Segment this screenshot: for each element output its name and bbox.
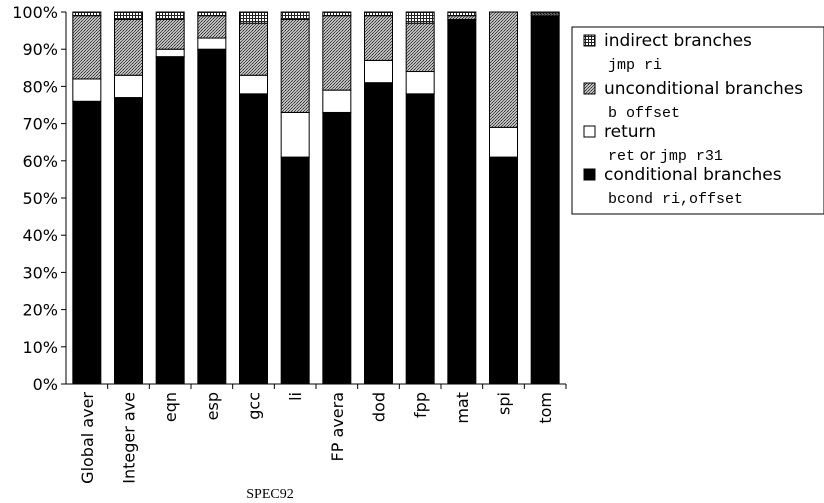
bar-segment bbox=[197, 48, 227, 385]
x-tick-label: dod bbox=[370, 392, 389, 422]
x-tick-label: esp bbox=[203, 392, 222, 420]
bar-segment bbox=[322, 111, 352, 385]
bar-segment bbox=[72, 100, 102, 385]
bar-segment bbox=[280, 11, 310, 20]
x-tick-label: li bbox=[286, 392, 305, 401]
bar-segment bbox=[72, 15, 102, 80]
x-axis-title: SPEC92 bbox=[246, 487, 293, 502]
legend-swatch bbox=[583, 125, 596, 138]
bar-segment bbox=[489, 156, 518, 385]
legend-swatch bbox=[583, 82, 596, 95]
legend-label: conditional branches bbox=[604, 165, 782, 185]
bar-segment bbox=[530, 15, 560, 385]
legend-box bbox=[571, 26, 824, 215]
x-tick-label: Global aver bbox=[78, 392, 97, 484]
bar-segment bbox=[197, 37, 227, 50]
bar-segment bbox=[239, 11, 268, 24]
legend-label: unconditional branches bbox=[604, 79, 803, 99]
y-tick-label: 90% bbox=[22, 40, 58, 59]
legend-subtext: b offset bbox=[608, 105, 680, 122]
x-tick-label: fpp bbox=[411, 392, 430, 418]
bar-segment bbox=[280, 18, 310, 113]
bar-segment bbox=[114, 97, 143, 385]
legend-subtext-part: or bbox=[635, 146, 660, 164]
legend-swatch bbox=[583, 34, 596, 47]
bar-segment bbox=[197, 15, 227, 39]
x-tick-label: eqn bbox=[161, 392, 180, 422]
y-tick-label: 80% bbox=[22, 77, 58, 96]
bar-segment bbox=[405, 93, 435, 385]
bar-segment bbox=[530, 11, 560, 15]
x-tick-label: FP avera bbox=[328, 392, 347, 461]
bar-segment bbox=[405, 11, 435, 24]
bar-segment bbox=[114, 11, 143, 20]
y-tick-label: 100% bbox=[12, 3, 58, 22]
bar-segment bbox=[489, 126, 518, 158]
y-tick-label: 60% bbox=[22, 152, 58, 171]
legend-subtext: bcond ri,offset bbox=[608, 191, 743, 208]
bar-segment bbox=[405, 71, 435, 95]
bar-segment bbox=[322, 11, 352, 17]
legend-label: return bbox=[604, 122, 656, 142]
x-tick-label: spi bbox=[495, 392, 514, 415]
legend-subtext: jmp ri bbox=[608, 57, 662, 74]
bar-segment bbox=[447, 11, 477, 17]
x-tick-label: gcc bbox=[245, 392, 264, 420]
legend-subtext-part: jmp r31 bbox=[660, 148, 723, 165]
bar-segment bbox=[364, 15, 393, 61]
bar-segment bbox=[72, 78, 102, 102]
bar-segment bbox=[489, 11, 518, 128]
legend: indirect branches jmp ri unconditional bra… bbox=[571, 26, 824, 215]
bar-segment bbox=[364, 82, 393, 385]
y-tick-label: 30% bbox=[22, 263, 58, 282]
bar-segment bbox=[239, 22, 268, 76]
bar-segment bbox=[322, 15, 352, 91]
bar-segment bbox=[447, 15, 477, 20]
bar-segment bbox=[280, 156, 310, 385]
bar-segment bbox=[364, 11, 393, 17]
y-tick-label: 40% bbox=[22, 226, 58, 245]
bar-segment bbox=[447, 18, 477, 385]
bar-segment bbox=[155, 48, 185, 58]
x-tick-label: Integer ave bbox=[120, 392, 139, 484]
y-tick-label: 70% bbox=[22, 115, 58, 134]
y-tick-label: 50% bbox=[22, 189, 58, 208]
plot-area: 0% 10% 20% 30% 40% 50% 60% 70% 80% 90% 100% Global … bbox=[12, 3, 567, 502]
legend-subtext-part: ret bbox=[608, 148, 635, 165]
y-tick-label: 10% bbox=[22, 338, 58, 357]
legend-label: indirect branches bbox=[604, 31, 752, 51]
bar-segment bbox=[405, 22, 435, 73]
bar-segment bbox=[114, 74, 143, 99]
bar-segment bbox=[72, 11, 102, 17]
bar-segment bbox=[280, 111, 310, 158]
bar-segment bbox=[239, 93, 268, 385]
bar-segment bbox=[322, 89, 352, 113]
bar-segment bbox=[364, 59, 393, 84]
legend-swatch bbox=[583, 168, 596, 181]
x-tick-label: tom bbox=[536, 392, 555, 424]
bar-segment bbox=[155, 11, 185, 20]
bar-segment bbox=[155, 18, 185, 50]
y-tick-label: 0% bbox=[33, 375, 58, 394]
y-tick-label: 20% bbox=[22, 301, 58, 320]
bar-segment bbox=[114, 18, 143, 76]
x-tick-label: mat bbox=[453, 392, 472, 424]
bar-segment bbox=[155, 56, 185, 385]
bar-segment bbox=[197, 11, 227, 17]
legend-subtext: ret or jmp r31 bbox=[608, 146, 723, 165]
bar-segment bbox=[239, 74, 268, 95]
